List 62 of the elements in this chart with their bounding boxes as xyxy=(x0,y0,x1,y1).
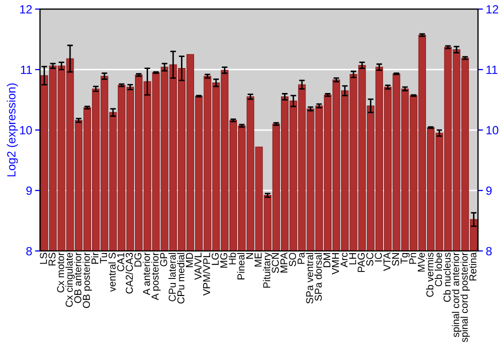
x-tick-label: MD xyxy=(186,252,193,268)
x-tick-label: CA2/CA3 xyxy=(126,252,133,294)
x-tick-label: RS xyxy=(48,252,56,266)
x-tick-label: A anterior xyxy=(142,252,150,296)
y-tick-label: 11 xyxy=(21,66,32,74)
x-tick-label: DG xyxy=(134,253,142,267)
x-tick-label: ventral S xyxy=(108,252,116,292)
y2-tick-label: 9 xyxy=(486,186,492,195)
x-tick-label: SCN xyxy=(272,253,279,273)
x-tick-label: Pineal xyxy=(237,253,245,280)
x-tick-label: SN xyxy=(392,253,400,266)
y-tick-label: 10 xyxy=(20,126,32,134)
x-tick-label: LG xyxy=(212,253,219,265)
x-tick-label: VMH xyxy=(332,253,339,275)
y2-tick-label: 11 xyxy=(486,66,498,74)
y-tick-label: 8 xyxy=(26,246,32,256)
x-tick-label: Arc xyxy=(340,252,348,268)
x-tick-label: spinal cord anterior xyxy=(452,252,462,338)
x-tick-label: VTA xyxy=(384,252,390,272)
x-tick-label: Pa xyxy=(298,252,305,264)
x-tick-label: Hb xyxy=(228,252,236,264)
x-tick-label: Tg xyxy=(400,252,410,264)
x-tick-label: SPa dorsal xyxy=(314,253,322,301)
x-tick-label: CPu medial xyxy=(177,253,184,304)
x-tick-label: DM xyxy=(323,253,330,268)
x-tick-label: MVe xyxy=(418,252,425,272)
x-tick-label: Retina xyxy=(469,252,476,280)
x-tick-label: Cx motor xyxy=(57,252,64,292)
x-tick-label: Pn xyxy=(409,252,416,264)
x-tick-label: VA/VL xyxy=(194,252,202,280)
x-tick-label: MPA xyxy=(280,252,288,272)
x-tick-label: PAG xyxy=(358,253,365,272)
y-tick-label: 12 xyxy=(20,5,32,14)
y-axis-title: Log2 (expression) xyxy=(6,84,18,176)
x-tick-label: OB anterior xyxy=(74,252,82,303)
x-tick-label: Cb nucleus xyxy=(443,252,451,302)
x-tick-label: spinal cord posterior xyxy=(460,252,470,342)
x-tick-label: OB posterior xyxy=(82,252,92,308)
x-tick-label: MG xyxy=(220,253,228,268)
x-tick-label: Cx cingulate xyxy=(65,252,75,307)
x-tick-label: LS xyxy=(40,252,47,264)
x-tick-label: SO xyxy=(288,252,296,266)
x-tick-label: GP xyxy=(160,252,168,266)
x-tick-label: ME xyxy=(254,252,262,267)
x-tick-label: Cb lobe xyxy=(434,252,442,286)
x-tick-label: CA1 xyxy=(117,252,124,272)
x-tick-label: LH xyxy=(349,253,356,264)
y2-tick-label: 12 xyxy=(486,5,498,14)
y2-tick-label: 10 xyxy=(486,126,498,134)
x-tick-label: SC xyxy=(366,252,374,266)
x-tick-label: Cb vermis xyxy=(426,252,434,297)
x-tick-label: Pir xyxy=(91,252,98,264)
x-tick-label: IC xyxy=(374,252,382,262)
x-tick-label: VPM/VPL xyxy=(202,252,210,296)
x-tick-label: Pituitary xyxy=(262,252,272,288)
y-tick-label: 9 xyxy=(26,186,32,195)
x-tick-label: A posterior xyxy=(151,252,161,300)
x-tick-label: SPa ventral xyxy=(306,253,314,304)
x-tick-label: Tu xyxy=(100,253,108,264)
x-tick-label: N xyxy=(246,253,253,259)
x-tick-label: CPu lateral xyxy=(168,253,176,302)
y2-tick-label: 8 xyxy=(486,246,492,256)
